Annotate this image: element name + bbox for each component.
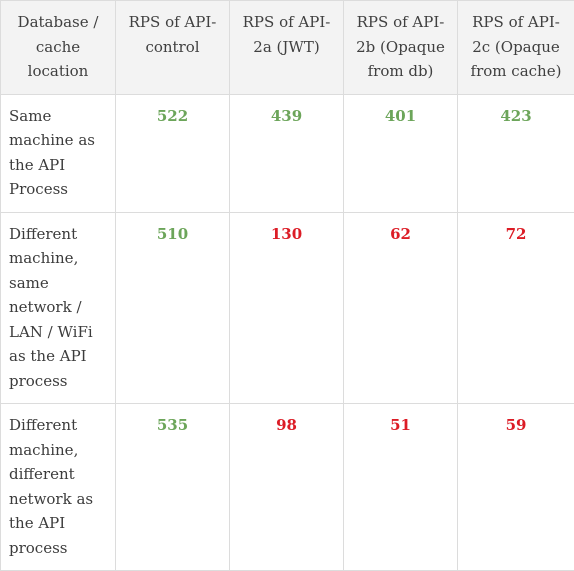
rps-value: 510 (116, 212, 230, 404)
rps-value: 401 (344, 94, 458, 212)
rps-value: 423 (458, 94, 574, 212)
table-row: Different machine, different network as … (1, 404, 574, 571)
rps-value: 130 (230, 212, 344, 404)
table-header: Database / cache location RPS of API-con… (1, 1, 574, 95)
row-label: Different machine, different network as … (1, 404, 116, 571)
header-row: Database / cache location RPS of API-con… (1, 1, 574, 95)
rps-value: 72 (458, 212, 574, 404)
rps-value: 59 (458, 404, 574, 571)
header-api-control: RPS of API-control (116, 1, 230, 95)
header-api-2a: RPS of API-2a (JWT) (230, 1, 344, 95)
header-api-2c: RPS of API-2c (Opaque from cache) (458, 1, 574, 95)
rps-value: 439 (230, 94, 344, 212)
table-body: Same machine as the API Process 522 439 … (1, 94, 574, 571)
row-label: Same machine as the API Process (1, 94, 116, 212)
row-label: Different machine, same network / LAN / … (1, 212, 116, 404)
rps-value: 98 (230, 404, 344, 571)
header-location: Database / cache location (1, 1, 116, 95)
table-row: Different machine, same network / LAN / … (1, 212, 574, 404)
header-api-2b: RPS of API-2b (Opaque from db) (344, 1, 458, 95)
rps-value: 535 (116, 404, 230, 571)
table-row: Same machine as the API Process 522 439 … (1, 94, 574, 212)
rps-value: 51 (344, 404, 458, 571)
rps-value: 62 (344, 212, 458, 404)
rps-value: 522 (116, 94, 230, 212)
